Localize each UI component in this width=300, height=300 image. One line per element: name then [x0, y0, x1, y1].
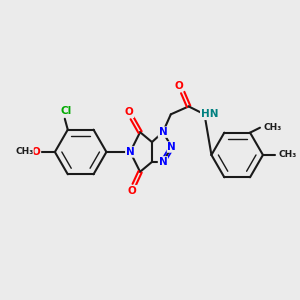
- Text: HN: HN: [201, 109, 218, 119]
- Text: Cl: Cl: [60, 106, 71, 116]
- Text: N: N: [126, 147, 135, 157]
- Text: O: O: [128, 186, 136, 196]
- Text: O: O: [125, 107, 134, 117]
- Text: CH₃: CH₃: [279, 151, 297, 160]
- Text: O: O: [174, 81, 183, 91]
- Text: CH₃: CH₃: [15, 148, 33, 157]
- Text: CH₃: CH₃: [264, 123, 282, 132]
- Text: N: N: [158, 127, 167, 137]
- Text: O: O: [32, 147, 40, 157]
- Text: N: N: [167, 142, 176, 152]
- Text: N: N: [158, 157, 167, 167]
